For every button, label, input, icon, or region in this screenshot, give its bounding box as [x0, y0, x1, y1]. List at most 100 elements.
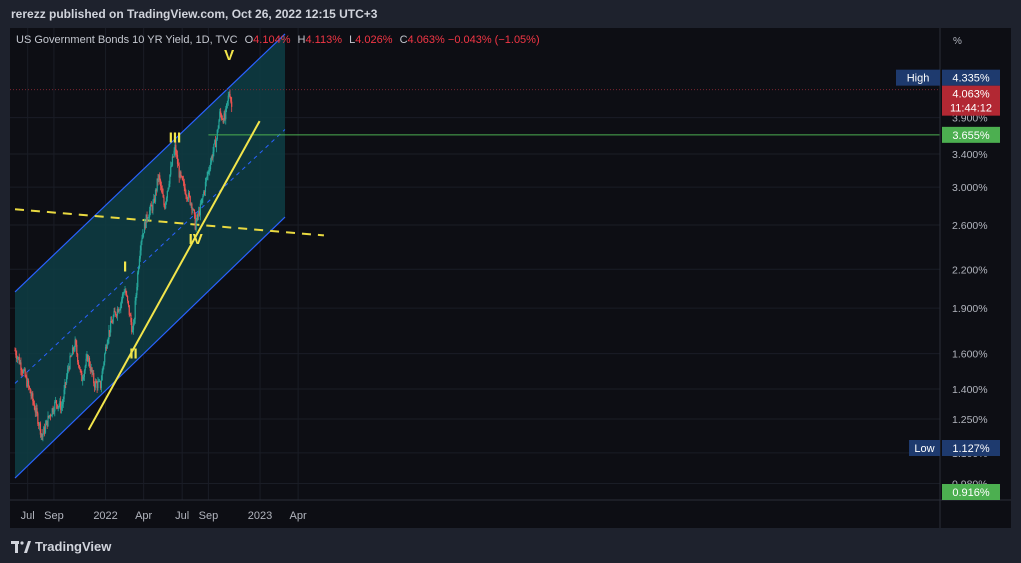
candle-body	[149, 204, 152, 211]
candle	[205, 177, 207, 187]
chart-panel[interactable]: I II III IV V% 3.900% 3.400% 3.000% 2.600% 2.200%…	[10, 28, 1011, 528]
candle	[103, 361, 105, 370]
candle	[31, 391, 33, 399]
candle	[128, 305, 130, 318]
candle-body	[45, 420, 47, 425]
candle	[118, 309, 120, 314]
channel-upper-line	[14, 33, 286, 293]
candle	[201, 198, 203, 206]
candle	[148, 214, 150, 219]
tradingview-logo-text: TradingView	[35, 539, 112, 554]
candle	[104, 352, 106, 366]
candle-body	[56, 404, 58, 409]
candle-body	[72, 347, 75, 351]
last-price-badge	[942, 85, 1000, 116]
candle-body	[148, 210, 151, 218]
x-tick-label: Apr	[135, 510, 152, 522]
candle	[218, 118, 220, 129]
candle	[152, 199, 154, 215]
y-tick-label: 3.400%	[952, 149, 988, 161]
candle-body	[135, 294, 137, 301]
candle-body	[30, 393, 32, 397]
candle-body	[169, 174, 171, 184]
candle	[48, 415, 50, 419]
y-tick-label: 1.900%	[952, 303, 988, 315]
candle-body	[33, 404, 36, 410]
candle	[217, 125, 219, 133]
candle	[210, 155, 212, 165]
candle	[50, 414, 52, 417]
candle-body	[27, 380, 30, 387]
tradingview-logo[interactable]: TradingView	[11, 539, 111, 554]
candle	[46, 420, 48, 429]
candle-body	[49, 415, 52, 417]
candle	[129, 313, 131, 316]
candle-body	[186, 195, 188, 199]
candle	[170, 162, 173, 168]
candle-body	[68, 367, 70, 369]
candle-body	[103, 362, 105, 367]
low-price-badge	[942, 440, 1000, 456]
candle	[132, 325, 134, 333]
candle-body	[116, 309, 119, 316]
candle	[194, 212, 196, 231]
candle-body	[67, 367, 69, 370]
candle-body	[101, 371, 103, 381]
candle	[216, 129, 218, 141]
candle	[47, 411, 49, 427]
candle	[20, 357, 22, 376]
candle	[151, 204, 153, 214]
candle-body	[216, 129, 218, 140]
candle	[161, 185, 163, 194]
candle	[104, 344, 107, 355]
candle	[82, 375, 84, 386]
candle-body	[224, 113, 226, 120]
legend-open-value: 4.104%	[253, 34, 291, 46]
candle-body	[60, 400, 62, 410]
candle-body	[120, 303, 122, 309]
candle	[42, 433, 44, 442]
candle-body	[150, 204, 152, 207]
candle-body	[15, 350, 17, 356]
candle-body	[184, 187, 186, 194]
candle	[162, 188, 164, 198]
candle	[52, 405, 54, 415]
candle	[228, 91, 230, 97]
chart-svg[interactable]: IIIIIIIVV%3.900%3.400%3.000%2.600%2.200%…	[10, 28, 1011, 528]
candle	[28, 385, 30, 390]
candle	[153, 193, 155, 204]
candle	[149, 203, 152, 216]
candle	[202, 194, 204, 203]
candle	[41, 428, 43, 441]
candle	[56, 404, 58, 410]
candle	[176, 150, 179, 168]
candle	[67, 363, 69, 374]
candle-body	[190, 203, 192, 205]
y-tick-label: 2.200%	[952, 264, 988, 276]
candle	[231, 96, 233, 113]
candle-body	[207, 171, 209, 176]
candle-body	[228, 94, 230, 96]
y-axis-unit-label: %	[953, 36, 962, 47]
candle	[139, 245, 141, 262]
candle	[55, 399, 58, 410]
candle	[75, 338, 77, 347]
candle-body	[74, 339, 76, 350]
candle	[173, 147, 175, 158]
candle-body	[111, 322, 113, 324]
candle-body	[37, 413, 39, 425]
candle-body	[163, 197, 165, 206]
candle	[82, 374, 85, 381]
candle	[225, 105, 227, 125]
candle	[88, 354, 90, 367]
candle-body	[105, 347, 108, 349]
candle-body	[47, 415, 49, 427]
candle	[220, 113, 223, 121]
candle-body	[164, 205, 166, 209]
x-tick-label: 2023	[248, 510, 272, 522]
candle	[178, 162, 180, 183]
candle	[220, 107, 222, 118]
candle	[35, 403, 37, 417]
candle-body	[114, 311, 116, 313]
candle-body	[117, 309, 119, 313]
